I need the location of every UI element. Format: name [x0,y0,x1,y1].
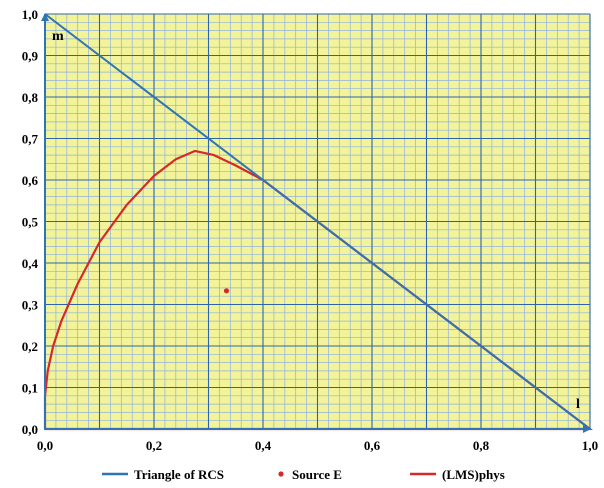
y-tick-label: 0,5 [22,215,39,230]
x-axis-arrow [583,425,591,433]
y-tick-label: 0,4 [22,256,39,271]
legend-source-label: Source E [292,467,342,482]
y-tick-label: 0,8 [22,90,39,105]
series-triangle-line [44,13,593,430]
legend-triangle-label: Triangle of RCS [134,467,224,482]
x-tick-label: 0,8 [473,438,490,453]
y-tick-labels: 0,0 0,1 0,2 0,3 0,4 0,5 0,6 0,7 0,8 0,9 1,0 [22,7,39,437]
legend: Triangle of RCS Source E (LMS)phys [102,467,505,482]
x-tick-label: 0,2 [146,438,162,453]
y-tick-label: 0,0 [22,422,38,437]
y-tick-label: 0,6 [22,173,39,188]
x-tick-label: 1,0 [582,438,598,453]
y-tick-label: 0,2 [22,339,38,354]
x-tick-label: 0,4 [255,438,272,453]
x-axis-label: l [576,397,580,412]
legend-lms-label: (LMS)phys [442,467,505,482]
series-layer [41,13,593,433]
x-tick-labels: 0,0 0,2 0,4 0,6 0,8 1,0 [37,438,598,453]
y-axis-label: m [52,29,64,44]
y-tick-label: 0,3 [22,298,39,313]
source-e-point [223,288,230,294]
x-tick-label: 0,0 [37,438,53,453]
y-axis-arrow [41,13,49,21]
legend-source-swatch [278,471,284,477]
x-tick-label: 0,6 [364,438,381,453]
y-tick-label: 0,7 [22,132,39,147]
y-tick-label: 0,9 [22,49,39,64]
y-tick-label: 0,1 [22,381,38,396]
y-tick-label: 1,0 [22,7,38,22]
